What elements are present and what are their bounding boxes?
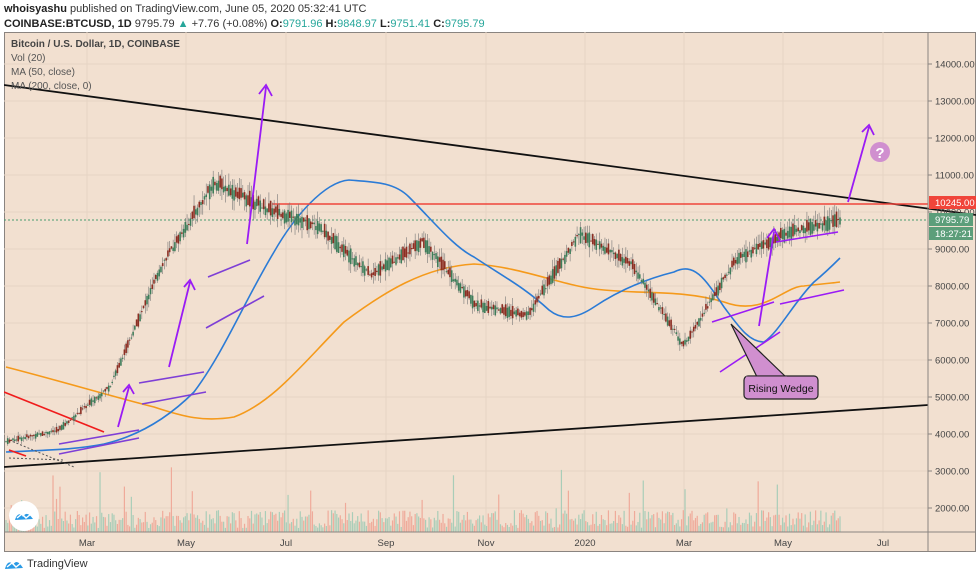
countdown-tag: [929, 227, 973, 240]
question-icon: [870, 142, 890, 162]
price-tick-label: 6000.00: [935, 356, 969, 367]
time-tick-label: Mar: [79, 538, 95, 549]
price-tick-label: 4000.00: [935, 430, 969, 441]
price-axis[interactable]: 14000.0013000.0012000.0011000.0010000.00…: [928, 60, 975, 515]
low-label: L:: [379, 18, 391, 30]
ascending-trendline: [4, 404, 929, 468]
legend-ma50[interactable]: MA (50, close): [11, 67, 75, 78]
current-price-label: 9795.79: [935, 215, 969, 226]
annotation-arrows: [117, 83, 875, 428]
red-trendline: [4, 391, 105, 433]
candlesticks: [5, 169, 841, 446]
price-tick-label: 13000.00: [935, 97, 975, 108]
rising-wedge-bubble[interactable]: [743, 375, 819, 400]
price-tick-label: 9000.00: [935, 245, 969, 256]
author-name[interactable]: whoisyashu: [4, 3, 67, 15]
symbol-info-bar: COINBASE:BTCUSD, 1D 9795.79 ▲ +7.76 (+0.…: [4, 18, 485, 30]
footer-brand-text[interactable]: TradingView: [27, 558, 88, 570]
rising-wedge-label: Rising Wedge: [748, 383, 813, 395]
resistance-price-label: 10245.00: [935, 198, 975, 209]
close-label: C:: [433, 18, 445, 30]
legend-ma200[interactable]: MA (200, close, 0): [11, 81, 92, 92]
price-tick-label: 3000.00: [935, 467, 969, 478]
tradingview-logo-icon: [5, 561, 23, 569]
footer-brand: TradingView: [4, 558, 88, 570]
legend-vol[interactable]: Vol (20): [11, 53, 46, 64]
time-tick-label: Nov: [478, 538, 495, 549]
time-tick-label: May: [774, 538, 792, 549]
current-price-tag: [929, 213, 973, 226]
up-triangle-icon: ▲: [177, 18, 189, 30]
price-tick-label: 7000.00: [935, 319, 969, 330]
channel-lines: [58, 231, 845, 455]
dotted-line: [8, 457, 65, 461]
time-tick-label: Mar: [676, 538, 692, 549]
last-price: 9795.79: [134, 18, 175, 30]
question-label: ?: [875, 145, 884, 162]
high-label: H:: [325, 18, 338, 30]
descending-trendline: [4, 84, 976, 216]
volume-bars: [5, 467, 841, 532]
price-tick-label: 14000.00: [935, 60, 975, 71]
open-value: 9791.96: [282, 18, 323, 30]
red-trendline-short: [8, 449, 27, 457]
symbol-name: COINBASE:BTCUSD, 1D: [4, 18, 132, 30]
countdown-label: 18:27:21: [935, 229, 972, 240]
price-tick-label: 2000.00: [935, 504, 969, 515]
ma50-line: [5, 179, 841, 453]
price-tick-label: 5000.00: [935, 393, 969, 404]
time-tick-label: Jul: [280, 538, 292, 549]
high-value: 9848.97: [337, 18, 377, 30]
open-label: O:: [270, 18, 283, 30]
tradingview-badge[interactable]: [9, 501, 39, 531]
resistance-price-tag: [929, 196, 976, 209]
price-tick-label: 12000.00: [935, 134, 975, 145]
time-tick-label: Sep: [378, 538, 395, 549]
time-tick-label: May: [177, 538, 195, 549]
low-value: 9751.41: [390, 18, 431, 30]
publish-info: whoisyashu published on TradingView.com,…: [4, 3, 366, 15]
price-change: +7.76 (+0.08%): [191, 18, 268, 30]
time-tick-label: Jul: [877, 538, 889, 549]
time-axis[interactable]: Mar May Jul Sep Nov 2020 Mar May Jul: [79, 538, 889, 549]
price-chart[interactable]: Rising Wedge ? 14000.00 13000.00 12000.00 1…: [4, 32, 976, 552]
published-text: published on TradingView.com, June 05, 2…: [70, 3, 367, 15]
close-value: 9795.79: [444, 18, 485, 30]
tradingview-logo-icon: [15, 513, 33, 520]
chart-frame[interactable]: [4, 32, 976, 552]
legend-title: Bitcoin / U.S. Dollar, 1D, COINBASE: [11, 39, 180, 50]
time-tick-label: 2020: [574, 538, 595, 549]
chart-legend: Bitcoin / U.S. Dollar, 1D, COINBASE Vol …: [11, 38, 180, 94]
price-tick-label: 8000.00: [935, 282, 969, 293]
price-tick-label: 11000.00: [935, 171, 974, 182]
